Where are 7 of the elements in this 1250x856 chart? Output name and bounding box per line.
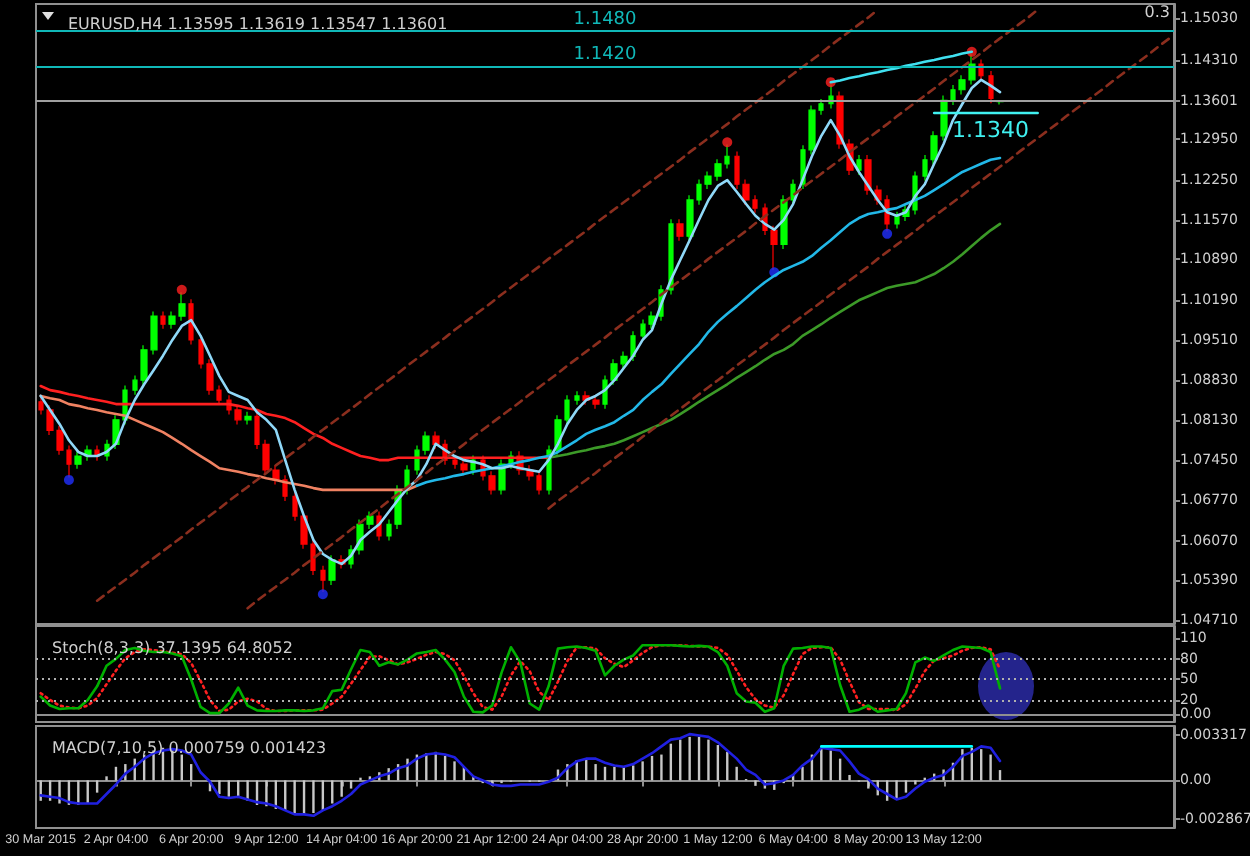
- ref-line-label: 1.1420: [573, 45, 638, 66]
- text: EURUSD,H4 1.13595 1.13619 1.13547 1.13601: [68, 15, 448, 33]
- ref-line-label: 1.1480: [573, 10, 638, 31]
- series-label: 1.1340: [952, 117, 1030, 144]
- text: MACD(7,10,5) 0.000759 0.001423: [52, 739, 327, 757]
- annotation: 0.3: [1144, 3, 1171, 21]
- text: Stoch(8,3,3) 37.1395 64.8052: [52, 639, 293, 657]
